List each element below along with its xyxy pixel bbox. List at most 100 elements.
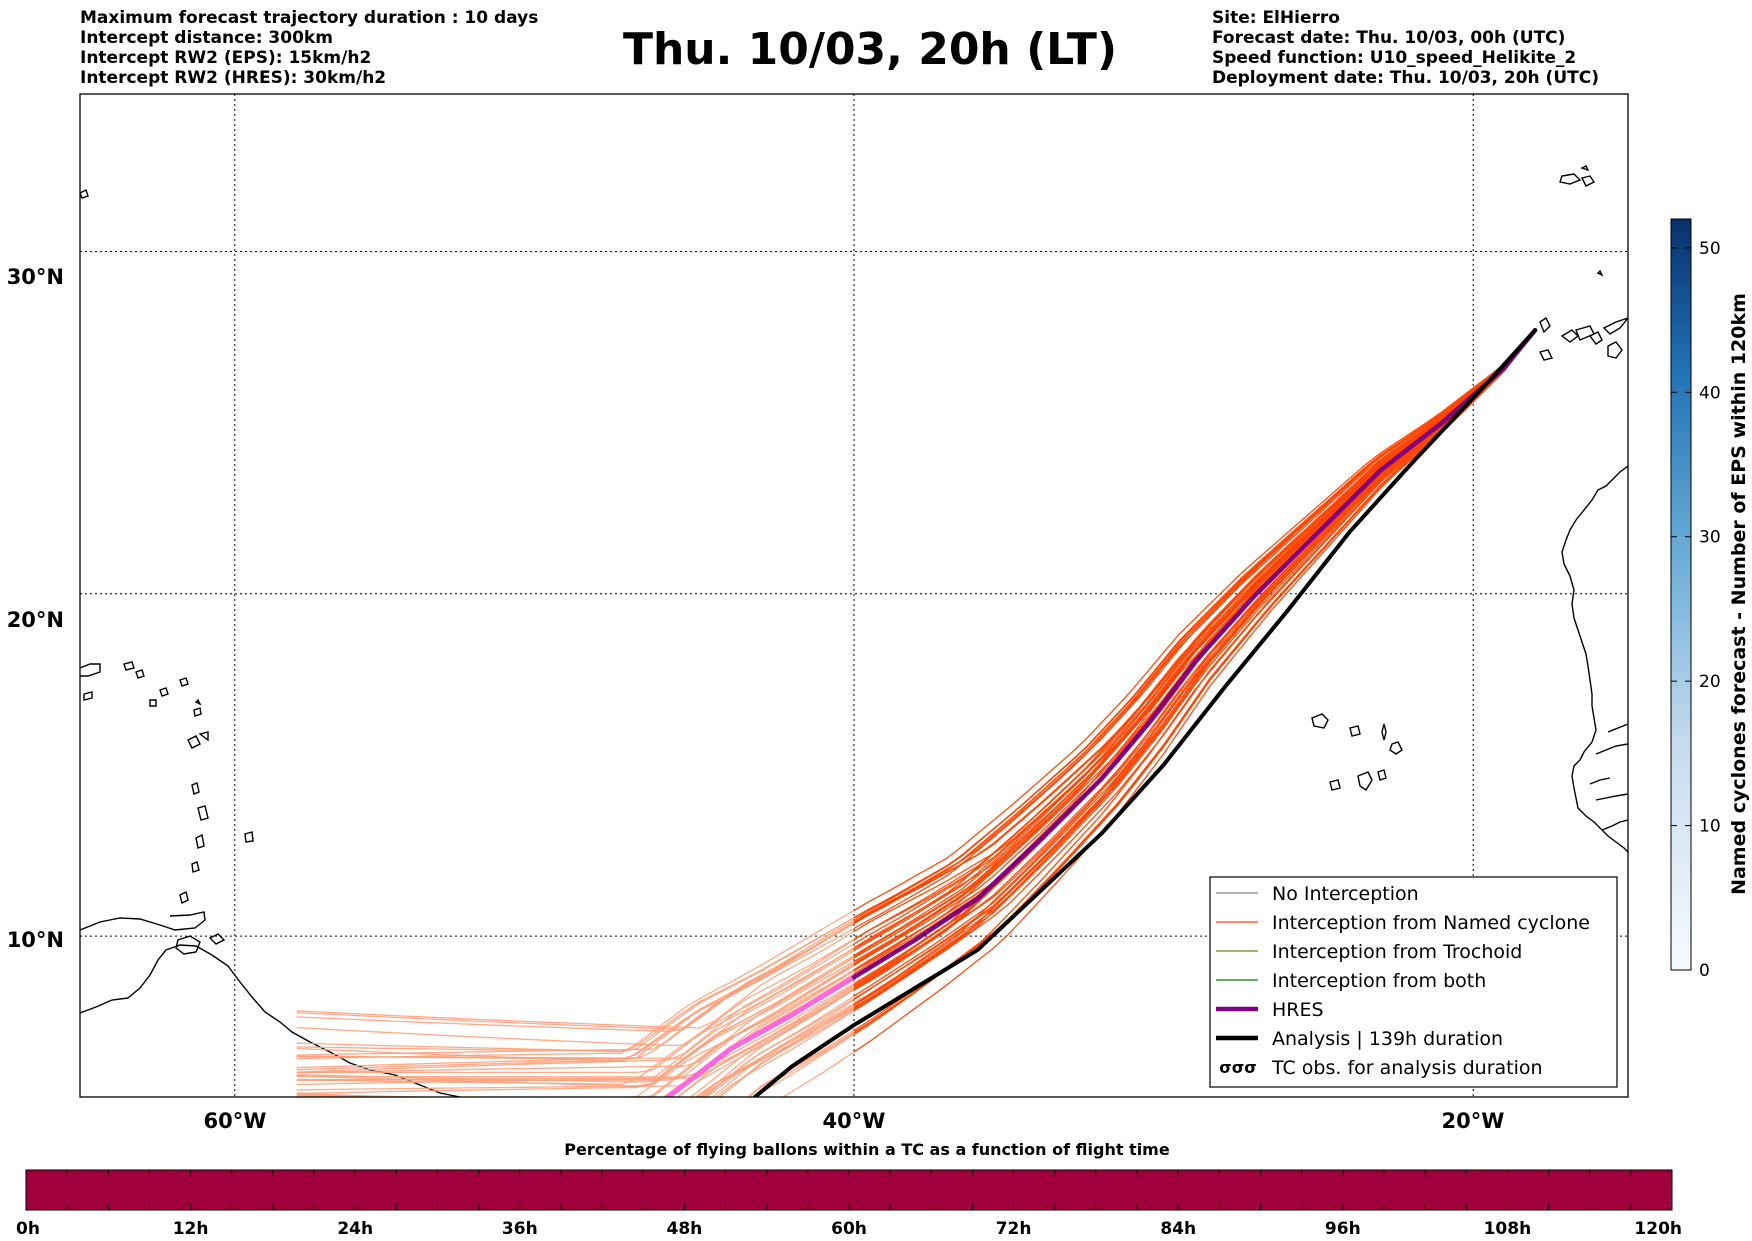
colorbar-flight-time-tick-label-9: 108h [1484, 1219, 1532, 1239]
hres-track [851, 327, 1538, 980]
eps-track-late-4 [296, 970, 855, 1097]
lon-tick-label-60w: 60°W [204, 1109, 267, 1133]
eps-track-late-3 [296, 956, 855, 1074]
eps-track-late-40 [296, 1008, 855, 1097]
eps-track-late-19 [604, 964, 855, 1097]
leeward-islands [149, 677, 189, 707]
cape-verde-islands [1311, 713, 1403, 791]
eps-track-late-39 [719, 1004, 855, 1097]
madeira-islands [1559, 165, 1596, 187]
page-title: Thu. 10/03, 20h (LT) [622, 24, 1118, 75]
eps-track-late-6 [676, 989, 855, 1097]
eps-track-49 [853, 329, 1536, 945]
colorbar-eps-tick-label-4: 40 [1699, 383, 1721, 403]
lat-tick-label-20n: 20°N [7, 608, 64, 632]
colorbar-flight-time-tick-label-3: 36h [502, 1219, 538, 1239]
trinidad-island [175, 935, 201, 955]
colorbar-eps-tick-label-2: 20 [1699, 672, 1721, 692]
barbados-island [244, 831, 254, 843]
legend-label-2: Interception from Trochoid [1272, 941, 1522, 963]
eps-track-late-18 [746, 1029, 855, 1097]
bijagos-coast [1589, 723, 1628, 831]
lat-tick-label-10n: 10°N [7, 928, 64, 952]
eps-tracks-interception [853, 329, 1536, 1053]
tobago-island [208, 933, 226, 945]
colorbar-eps-tick-label-5: 50 [1699, 239, 1721, 259]
eps-track-late-15 [667, 982, 855, 1097]
st-lucia-island [195, 833, 205, 849]
eps-track-42 [853, 329, 1536, 1000]
colorbar-flight-time-label: Percentage of flying ballons within a TC… [564, 1140, 1170, 1159]
eps-track-late-31 [676, 984, 855, 1097]
eps-track-late-11 [296, 930, 855, 1029]
forecast-date-text: Forecast date: Thu. 10/03, 00h (UTC) [1212, 28, 1566, 48]
intercept-distance-text: Intercept distance: 300km [80, 28, 333, 48]
legend-label-4: HRES [1272, 999, 1324, 1021]
colorbar-flight-time-tick-label-7: 84h [1160, 1219, 1196, 1239]
eps-track-10 [853, 329, 1536, 911]
eps-track-late-32 [695, 1002, 855, 1097]
st-vincent-island [191, 861, 200, 873]
eps-track-late-1 [781, 1051, 855, 1097]
colorbar-eps-count: 0 10 20 30 40 50 Named cyclones forecast - Nu… [1670, 218, 1750, 981]
martinique-island [197, 805, 209, 821]
eps-track-late-47 [296, 948, 855, 1085]
colorbar-flight-time-tick-label-6: 72h [996, 1219, 1032, 1239]
eps-track-late-28 [296, 957, 855, 1083]
islet-1 [80, 189, 89, 199]
eps-track-late-37 [296, 970, 855, 1086]
guadeloupe-island [187, 731, 209, 749]
dominica-island [191, 782, 200, 795]
eps-track-27 [853, 329, 1536, 929]
legend-tc-marker-icon: σσσ [1219, 1058, 1256, 1077]
colorbar-eps-tick-label-0: 0 [1699, 961, 1710, 981]
eps-track-late-29 [715, 1010, 855, 1097]
canary-islands [1538, 316, 1628, 361]
eps-track-late-43 [696, 1007, 855, 1097]
eps-track-late-14 [668, 985, 855, 1097]
run-info-left: Maximum forecast trajectory duration : 1… [80, 8, 538, 88]
puerto-rico-island [80, 663, 101, 677]
eps-track-23 [853, 329, 1536, 997]
intercept-hres-text: Intercept RW2 (HRES): 30km/h2 [80, 68, 387, 88]
analysis-track [752, 328, 1538, 1097]
lon-tick-label-20w: 20°W [1442, 1109, 1505, 1133]
west-africa-coast [1561, 465, 1628, 853]
eps-track-40 [853, 329, 1536, 1010]
hres-track-early [665, 974, 857, 1097]
colorbar-flight-time-tick-label-1: 12h [173, 1219, 209, 1239]
eps-track-late-36 [296, 917, 855, 1052]
lat-tick-label-30n: 30°N [7, 265, 64, 289]
legend-label-0: No Interception [1272, 883, 1419, 905]
colorbar-flight-time-tick-label-2: 24h [337, 1219, 373, 1239]
colorbar-eps-gradient [1670, 218, 1692, 971]
speed-function-text: Speed function: U10_speed_Helikite_2 [1212, 48, 1577, 68]
eps-track-18 [853, 329, 1536, 1031]
legend-label-1: Interception from Named cyclone [1272, 912, 1590, 934]
colorbar-flight-time-tick-label-0: 0h [16, 1219, 40, 1239]
colorbar-flight-time-tick-label-4: 48h [667, 1219, 703, 1239]
islet-2 [1596, 269, 1604, 277]
eps-track-late-49 [296, 943, 855, 1074]
legend-box [1209, 876, 1618, 1088]
site-text: Site: ElHierro [1212, 8, 1340, 28]
eps-track-late-45 [689, 987, 855, 1097]
colorbar-eps-tick-label-3: 30 [1699, 528, 1721, 548]
colorbar-eps-tick-label-1: 10 [1699, 817, 1721, 837]
colorbar-flight-time-tick-label-5: 60h [831, 1219, 867, 1239]
legend-label-6: TC obs. for analysis duration [1271, 1057, 1543, 1079]
lesser-antilles-dots [83, 691, 202, 706]
deployment-date-text: Deployment date: Thu. 10/03, 20h (UTC) [1212, 68, 1599, 88]
paria-coast [80, 911, 206, 931]
eps-track-late-26 [296, 939, 855, 1073]
grenada-island [179, 890, 189, 905]
eps-track-43 [853, 329, 1536, 1009]
colorbar-eps-label: Named cyclones forecast - Number of EPS … [1728, 293, 1750, 895]
eps-track-late-24 [644, 962, 855, 1097]
colorbar-flight-time: Percentage of flying ballons within a TC… [16, 1140, 1682, 1239]
antigua-island [193, 707, 202, 717]
run-info-right: Site: ElHierro Forecast date: Thu. 10/03… [1212, 8, 1599, 88]
legend: No Interception Interception from Named c… [1209, 876, 1618, 1088]
lon-tick-label-40w: 40°W [823, 1109, 886, 1133]
